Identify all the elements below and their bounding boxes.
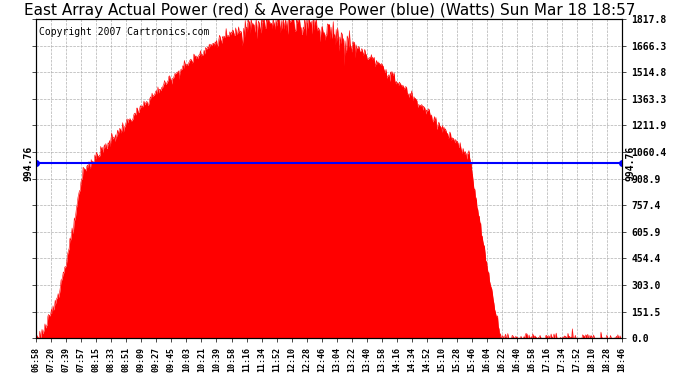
Text: 994.76: 994.76: [625, 146, 635, 181]
Title: East Array Actual Power (red) & Average Power (blue) (Watts) Sun Mar 18 18:57: East Array Actual Power (red) & Average …: [23, 3, 635, 18]
Text: Copyright 2007 Cartronics.com: Copyright 2007 Cartronics.com: [39, 27, 210, 37]
Text: 994.76: 994.76: [23, 146, 33, 181]
